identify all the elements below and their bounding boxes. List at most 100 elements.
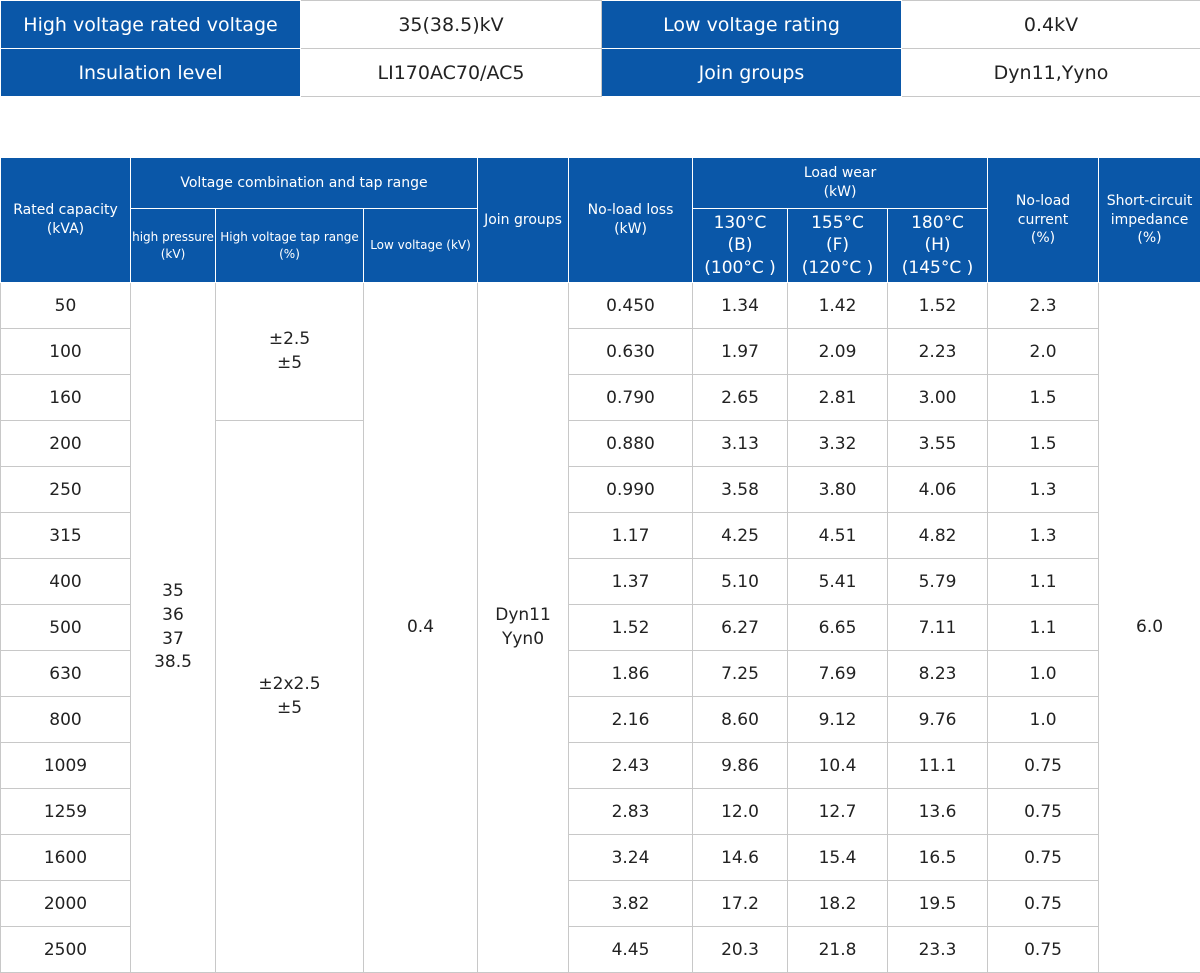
cell-load-wear-155: 5.41 bbox=[788, 559, 888, 605]
cell-load-wear-155: 10.4 bbox=[788, 743, 888, 789]
cell-join-groups: Dyn11 Yyn0 bbox=[478, 283, 569, 973]
spec-label-join-groups: Join groups bbox=[602, 49, 902, 97]
cell-rated-capacity: 250 bbox=[1, 467, 131, 513]
cell-load-wear-130: 1.97 bbox=[693, 329, 788, 375]
cell-tap-range: ±2.5 ±5 bbox=[216, 283, 364, 421]
cell-no-load-current: 2.0 bbox=[988, 329, 1099, 375]
cell-rated-capacity: 315 bbox=[1, 513, 131, 559]
cell-load-wear-180: 1.52 bbox=[888, 283, 988, 329]
cell-rated-capacity: 2000 bbox=[1, 881, 131, 927]
cell-load-wear-130: 3.13 bbox=[693, 421, 788, 467]
cell-no-load-current: 1.3 bbox=[988, 513, 1099, 559]
cell-no-load-current: 1.5 bbox=[988, 421, 1099, 467]
cell-load-wear-180: 19.5 bbox=[888, 881, 988, 927]
cell-no-load-loss: 4.45 bbox=[569, 927, 693, 973]
header-temp-130: 130°C (B) (100°C ) bbox=[693, 209, 788, 283]
spec-value-lv-rating: 0.4kV bbox=[902, 1, 1200, 49]
cell-rated-capacity: 200 bbox=[1, 421, 131, 467]
header-voltage-combination: Voltage combination and tap range bbox=[131, 158, 478, 209]
cell-rated-capacity: 160 bbox=[1, 375, 131, 421]
header-join-groups: Join groups bbox=[478, 158, 569, 283]
cell-no-load-current: 1.5 bbox=[988, 375, 1099, 421]
cell-load-wear-155: 6.65 bbox=[788, 605, 888, 651]
cell-load-wear-130: 7.25 bbox=[693, 651, 788, 697]
cell-load-wear-130: 12.0 bbox=[693, 789, 788, 835]
cell-rated-capacity: 500 bbox=[1, 605, 131, 651]
cell-no-load-current: 0.75 bbox=[988, 881, 1099, 927]
cell-load-wear-180: 4.06 bbox=[888, 467, 988, 513]
cell-no-load-loss: 0.880 bbox=[569, 421, 693, 467]
cell-load-wear-155: 15.4 bbox=[788, 835, 888, 881]
header-low-voltage: Low voltage (kV) bbox=[364, 209, 478, 283]
cell-load-wear-130: 9.86 bbox=[693, 743, 788, 789]
cell-no-load-loss: 1.52 bbox=[569, 605, 693, 651]
header-no-load-current: No-load current (%) bbox=[988, 158, 1099, 283]
cell-load-wear-130: 5.10 bbox=[693, 559, 788, 605]
header-high-pressure: high pressure (kV) bbox=[131, 209, 216, 283]
cell-no-load-loss: 2.16 bbox=[569, 697, 693, 743]
cell-load-wear-180: 9.76 bbox=[888, 697, 988, 743]
cell-load-wear-180: 11.1 bbox=[888, 743, 988, 789]
spec-row: High voltage rated voltage 35(38.5)kV Lo… bbox=[1, 1, 1200, 49]
cell-no-load-loss: 1.17 bbox=[569, 513, 693, 559]
cell-no-load-loss: 0.790 bbox=[569, 375, 693, 421]
cell-load-wear-130: 14.6 bbox=[693, 835, 788, 881]
cell-rated-capacity: 1009 bbox=[1, 743, 131, 789]
cell-load-wear-155: 9.12 bbox=[788, 697, 888, 743]
cell-load-wear-180: 3.00 bbox=[888, 375, 988, 421]
header-temp-155: 155°C (F) (120°C ) bbox=[788, 209, 888, 283]
cell-no-load-loss: 1.86 bbox=[569, 651, 693, 697]
cell-load-wear-130: 8.60 bbox=[693, 697, 788, 743]
header-load-wear: Load wear (kW) bbox=[693, 158, 988, 209]
cell-load-wear-130: 3.58 bbox=[693, 467, 788, 513]
cell-load-wear-130: 17.2 bbox=[693, 881, 788, 927]
cell-load-wear-130: 4.25 bbox=[693, 513, 788, 559]
spec-label-insulation-level: Insulation level bbox=[1, 49, 301, 97]
cell-no-load-current: 1.0 bbox=[988, 651, 1099, 697]
cell-no-load-current: 0.75 bbox=[988, 789, 1099, 835]
cell-rated-capacity: 400 bbox=[1, 559, 131, 605]
cell-load-wear-155: 3.32 bbox=[788, 421, 888, 467]
cell-load-wear-155: 2.81 bbox=[788, 375, 888, 421]
spec-table: High voltage rated voltage 35(38.5)kV Lo… bbox=[0, 0, 1200, 97]
cell-load-wear-180: 2.23 bbox=[888, 329, 988, 375]
spec-value-hv-rated-voltage: 35(38.5)kV bbox=[301, 1, 602, 49]
cell-load-wear-155: 1.42 bbox=[788, 283, 888, 329]
cell-no-load-loss: 3.82 bbox=[569, 881, 693, 927]
cell-no-load-current: 0.75 bbox=[988, 835, 1099, 881]
cell-rated-capacity: 2500 bbox=[1, 927, 131, 973]
cell-short-circuit-impedance: 6.0 bbox=[1099, 283, 1200, 973]
table-header: Rated capacity (kVA) Voltage combination… bbox=[1, 158, 1200, 283]
spec-value-join-groups: Dyn11,Yyno bbox=[902, 49, 1200, 97]
header-hv-tap-range: High voltage tap range (%) bbox=[216, 209, 364, 283]
cell-load-wear-155: 18.2 bbox=[788, 881, 888, 927]
header-temp-180: 180°C (H) (145°C ) bbox=[888, 209, 988, 283]
cell-load-wear-180: 23.3 bbox=[888, 927, 988, 973]
cell-no-load-current: 0.75 bbox=[988, 927, 1099, 973]
spec-label-lv-rating: Low voltage rating bbox=[602, 1, 902, 49]
cell-no-load-loss: 2.83 bbox=[569, 789, 693, 835]
cell-no-load-current: 1.0 bbox=[988, 697, 1099, 743]
cell-load-wear-180: 13.6 bbox=[888, 789, 988, 835]
cell-load-wear-155: 21.8 bbox=[788, 927, 888, 973]
cell-high-pressure: 35 36 37 38.5 bbox=[131, 283, 216, 973]
header-no-load-loss: No-load loss (kW) bbox=[569, 158, 693, 283]
spec-value-insulation-level: LI170AC70/AC5 bbox=[301, 49, 602, 97]
cell-load-wear-180: 3.55 bbox=[888, 421, 988, 467]
cell-load-wear-155: 3.80 bbox=[788, 467, 888, 513]
cell-load-wear-155: 2.09 bbox=[788, 329, 888, 375]
cell-load-wear-180: 16.5 bbox=[888, 835, 988, 881]
cell-rated-capacity: 800 bbox=[1, 697, 131, 743]
cell-no-load-current: 2.3 bbox=[988, 283, 1099, 329]
cell-load-wear-130: 2.65 bbox=[693, 375, 788, 421]
cell-no-load-loss: 0.450 bbox=[569, 283, 693, 329]
header-rated-capacity: Rated capacity (kVA) bbox=[1, 158, 131, 283]
cell-no-load-current: 1.3 bbox=[988, 467, 1099, 513]
cell-rated-capacity: 1259 bbox=[1, 789, 131, 835]
cell-low-voltage: 0.4 bbox=[364, 283, 478, 973]
cell-tap-range: ±2x2.5 ±5 bbox=[216, 421, 364, 973]
header-short-circuit-impedance: Short-circuit impedance (%) bbox=[1099, 158, 1200, 283]
cell-load-wear-155: 12.7 bbox=[788, 789, 888, 835]
